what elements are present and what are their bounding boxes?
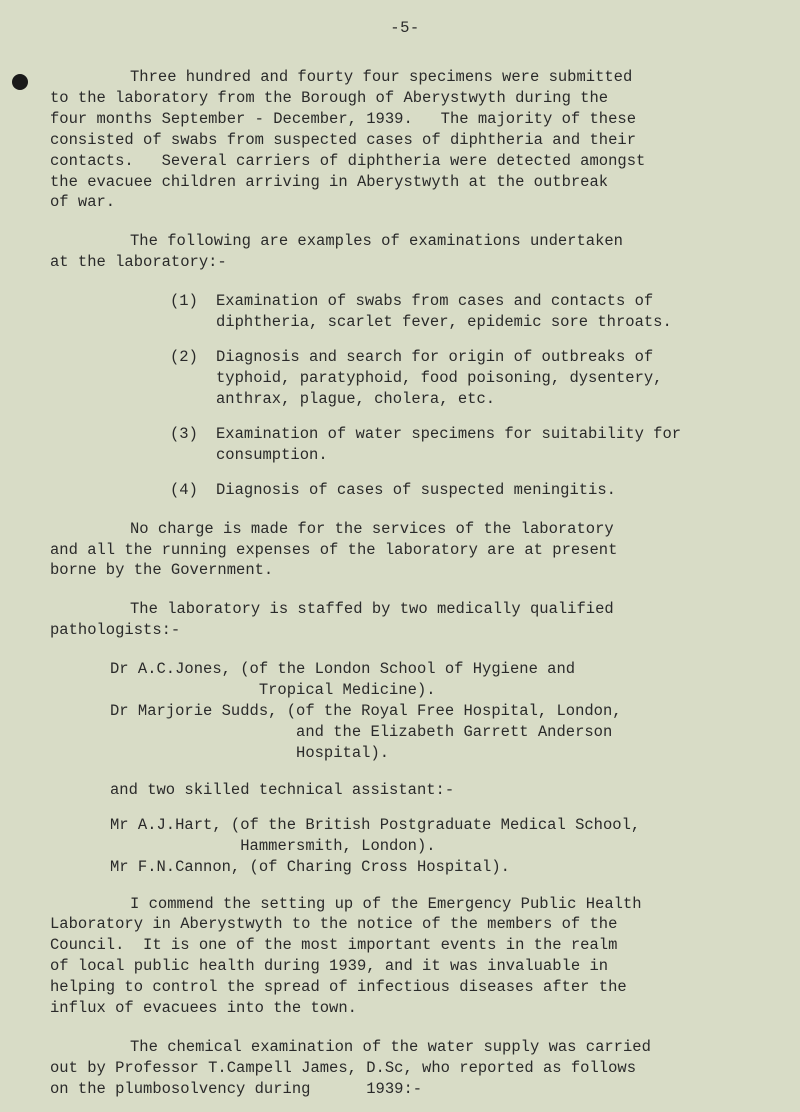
examination-list: (1) Examination of swabs from cases and …: [50, 291, 760, 500]
list-item: (3) Examination of water specimens for s…: [170, 424, 740, 466]
paragraph-commend: I commend the setting up of the Emergenc…: [50, 894, 760, 1020]
list-number: (2): [170, 347, 216, 410]
list-body: Examination of water specimens for suita…: [216, 424, 740, 466]
list-body: Diagnosis of cases of suspected meningit…: [216, 480, 740, 501]
doctors-block: Dr A.C.Jones, (of the London School of H…: [50, 659, 760, 764]
list-item: (4) Diagnosis of cases of suspected meni…: [170, 480, 740, 501]
list-number: (3): [170, 424, 216, 466]
paragraph-examples-intro: The following are examples of examinatio…: [50, 231, 760, 273]
document-page: -5- Three hundred and fourty four specim…: [0, 0, 800, 1112]
bullet-marker: [12, 74, 28, 90]
paragraph-chemical: The chemical examination of the water su…: [50, 1037, 760, 1100]
list-number: (1): [170, 291, 216, 333]
paragraph-staff-intro: The laboratory is staffed by two medical…: [50, 599, 760, 641]
page-number: -5-: [50, 18, 760, 39]
paragraph-no-charge: No charge is made for the services of th…: [50, 519, 760, 582]
list-body: Diagnosis and search for origin of outbr…: [216, 347, 740, 410]
list-number: (4): [170, 480, 216, 501]
paragraph-intro: Three hundred and fourty four specimens …: [50, 67, 760, 213]
list-item: (1) Examination of swabs from cases and …: [170, 291, 740, 333]
list-item: (2) Diagnosis and search for origin of o…: [170, 347, 740, 410]
list-body: Examination of swabs from cases and cont…: [216, 291, 740, 333]
assistants-block: Mr A.J.Hart, (of the British Postgraduat…: [50, 815, 760, 878]
skilled-assistants-line: and two skilled technical assistant:-: [50, 780, 760, 801]
